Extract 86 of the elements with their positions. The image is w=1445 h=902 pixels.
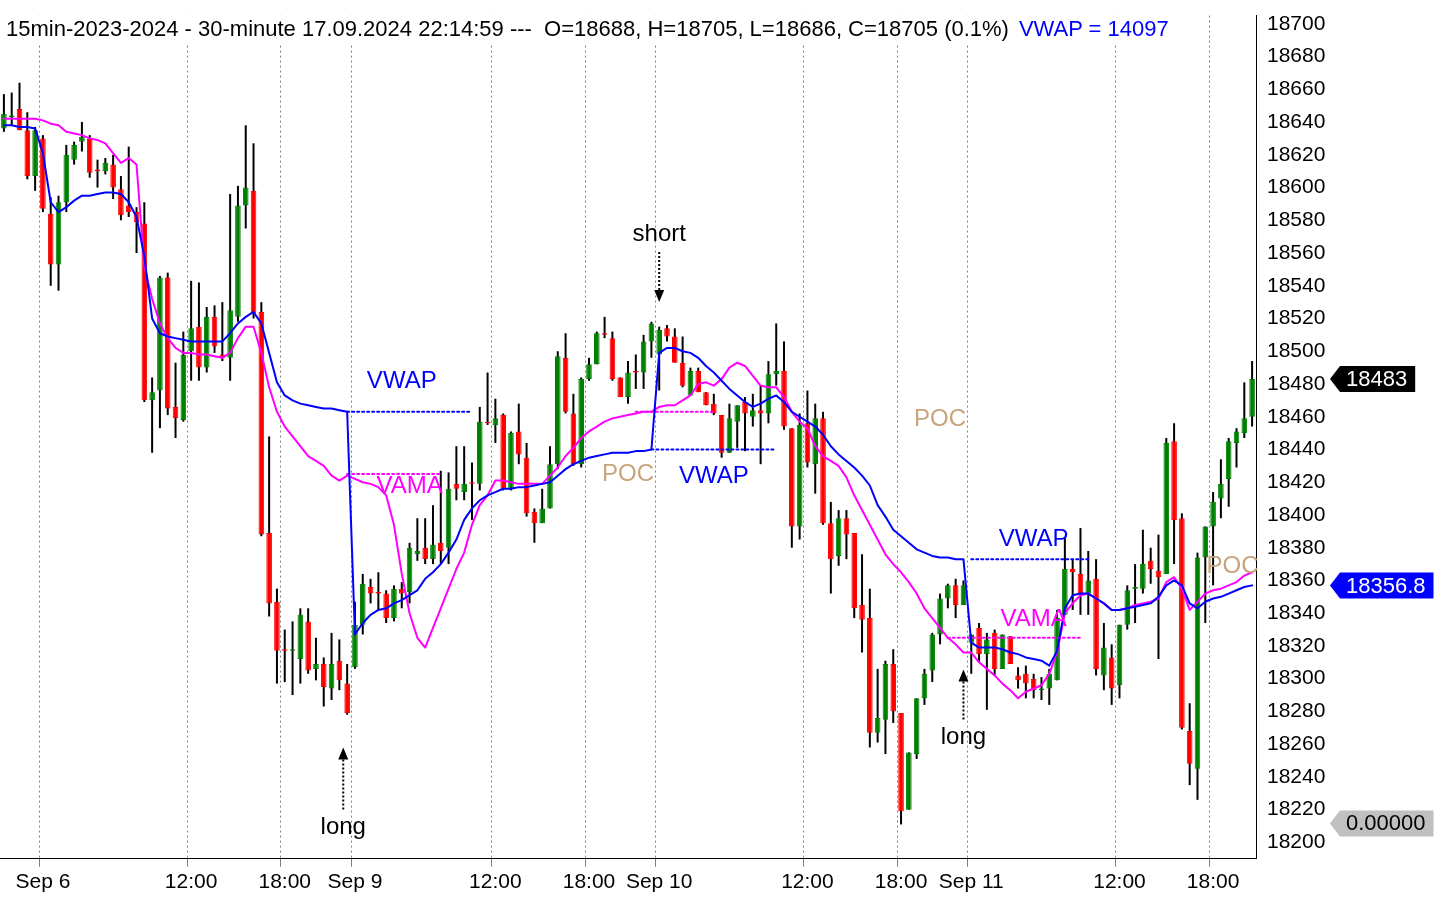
y-tick-label: 18700 — [1267, 10, 1326, 34]
y-tick-label: 18360 — [1267, 567, 1326, 591]
annotation: POC — [914, 404, 967, 432]
candlestick — [320, 656, 327, 708]
annotation: POC — [601, 458, 655, 486]
annotation: long — [320, 812, 366, 840]
annotation: VWAP — [366, 366, 437, 394]
x-tick-label: 18:00 — [562, 869, 616, 893]
candlestick — [398, 581, 405, 610]
candlestick — [125, 145, 132, 218]
chart-subtitle: VWAP = 14097 — [1018, 15, 1169, 41]
x-tick-label: 12:00 — [781, 869, 834, 893]
annotation: VWAP — [998, 523, 1069, 551]
y-tick-label: 18560 — [1267, 239, 1326, 263]
y-tick-label: 18280 — [1267, 698, 1326, 722]
y-tick-label: 18440 — [1267, 436, 1326, 460]
candlestick — [625, 360, 631, 405]
chart-title: 15min-2023-2024 - 30-minute 17.09.2024 22:14:59 --- O=18688, H=18705, L=18686, C=18705 (0.1%) — [6, 15, 1009, 41]
candlestick — [1015, 666, 1021, 690]
candlestick — [586, 356, 592, 382]
candlestick — [1241, 381, 1248, 440]
candlestick — [430, 504, 436, 566]
y-tick-label: 18660 — [1267, 76, 1326, 100]
y-tick-label: 18480 — [1267, 370, 1326, 394]
candlestick — [750, 392, 756, 428]
candlestick — [422, 517, 428, 566]
candlestick — [539, 487, 545, 525]
text: 0.00000 — [1346, 810, 1426, 836]
x-tick-label: Sep 11 — [938, 869, 1004, 893]
text: 18356.8 — [1346, 572, 1426, 598]
candlestick — [313, 636, 319, 682]
candlestick — [656, 325, 663, 392]
candlestick — [734, 404, 741, 449]
candlestick — [367, 577, 374, 605]
x-tick-label: Sep 10 — [625, 869, 693, 893]
candlestick — [461, 445, 467, 502]
candlestick — [1023, 664, 1029, 700]
x-tick-label: 18:00 — [1186, 869, 1240, 893]
candlestick — [1085, 549, 1092, 616]
candlestick — [71, 140, 77, 166]
candlestick — [1218, 458, 1224, 520]
x-tick-label: 18:00 — [874, 869, 928, 893]
y-tick-label: 18580 — [1267, 207, 1326, 231]
annotation: short — [632, 218, 687, 246]
annotation: VWAP — [678, 460, 749, 488]
y-tick-label: 18400 — [1267, 501, 1326, 525]
y-tick-label: 18600 — [1267, 174, 1326, 198]
candlestick — [492, 397, 499, 444]
x-tick-label: 18:00 — [258, 869, 312, 893]
candlestick — [79, 121, 85, 153]
candlestick — [859, 553, 865, 654]
y-tick-label: 18640 — [1267, 108, 1326, 132]
y-tick-label: 18500 — [1267, 338, 1326, 362]
x-tick-label: 12:00 — [469, 869, 522, 893]
candlestick — [110, 153, 116, 200]
candlestick — [188, 279, 194, 382]
x-tick-label: Sep 6 — [15, 869, 71, 893]
annotation: long — [940, 722, 987, 749]
text: 18483 — [1346, 366, 1408, 392]
y-tick-label: 18300 — [1267, 665, 1326, 689]
y-tick-label: 18340 — [1267, 600, 1326, 623]
y-tick-label: 18520 — [1267, 305, 1326, 329]
candlestick — [515, 402, 522, 466]
y-tick-label: 18220 — [1267, 796, 1326, 820]
y-tick-label: 18320 — [1267, 632, 1326, 656]
y-tick-label: 18420 — [1267, 469, 1326, 493]
y-tick-label: 18380 — [1267, 534, 1326, 558]
candlestick — [383, 589, 389, 625]
x-tick-label: 12:00 — [1093, 869, 1146, 893]
y-tick-label: 18260 — [1267, 730, 1326, 754]
candlestick — [149, 376, 155, 454]
y-tick-label: 18460 — [1267, 403, 1326, 427]
x-tick-label: Sep 9 — [327, 869, 383, 893]
y-tick-label: 18240 — [1267, 763, 1326, 787]
y-tick-label: 18200 — [1267, 829, 1326, 853]
candlestick — [742, 396, 748, 453]
y-tick-label: 18680 — [1267, 43, 1326, 67]
candlestick — [711, 392, 717, 417]
y-tick-label: 18540 — [1267, 272, 1326, 296]
candlestick — [242, 124, 249, 230]
candlestick — [984, 631, 990, 711]
candlestick — [945, 582, 951, 610]
candlestick — [1140, 528, 1146, 595]
candlestick — [1046, 667, 1053, 706]
x-tick-label: 12:00 — [164, 869, 218, 893]
y-tick-label: 18620 — [1267, 141, 1326, 165]
